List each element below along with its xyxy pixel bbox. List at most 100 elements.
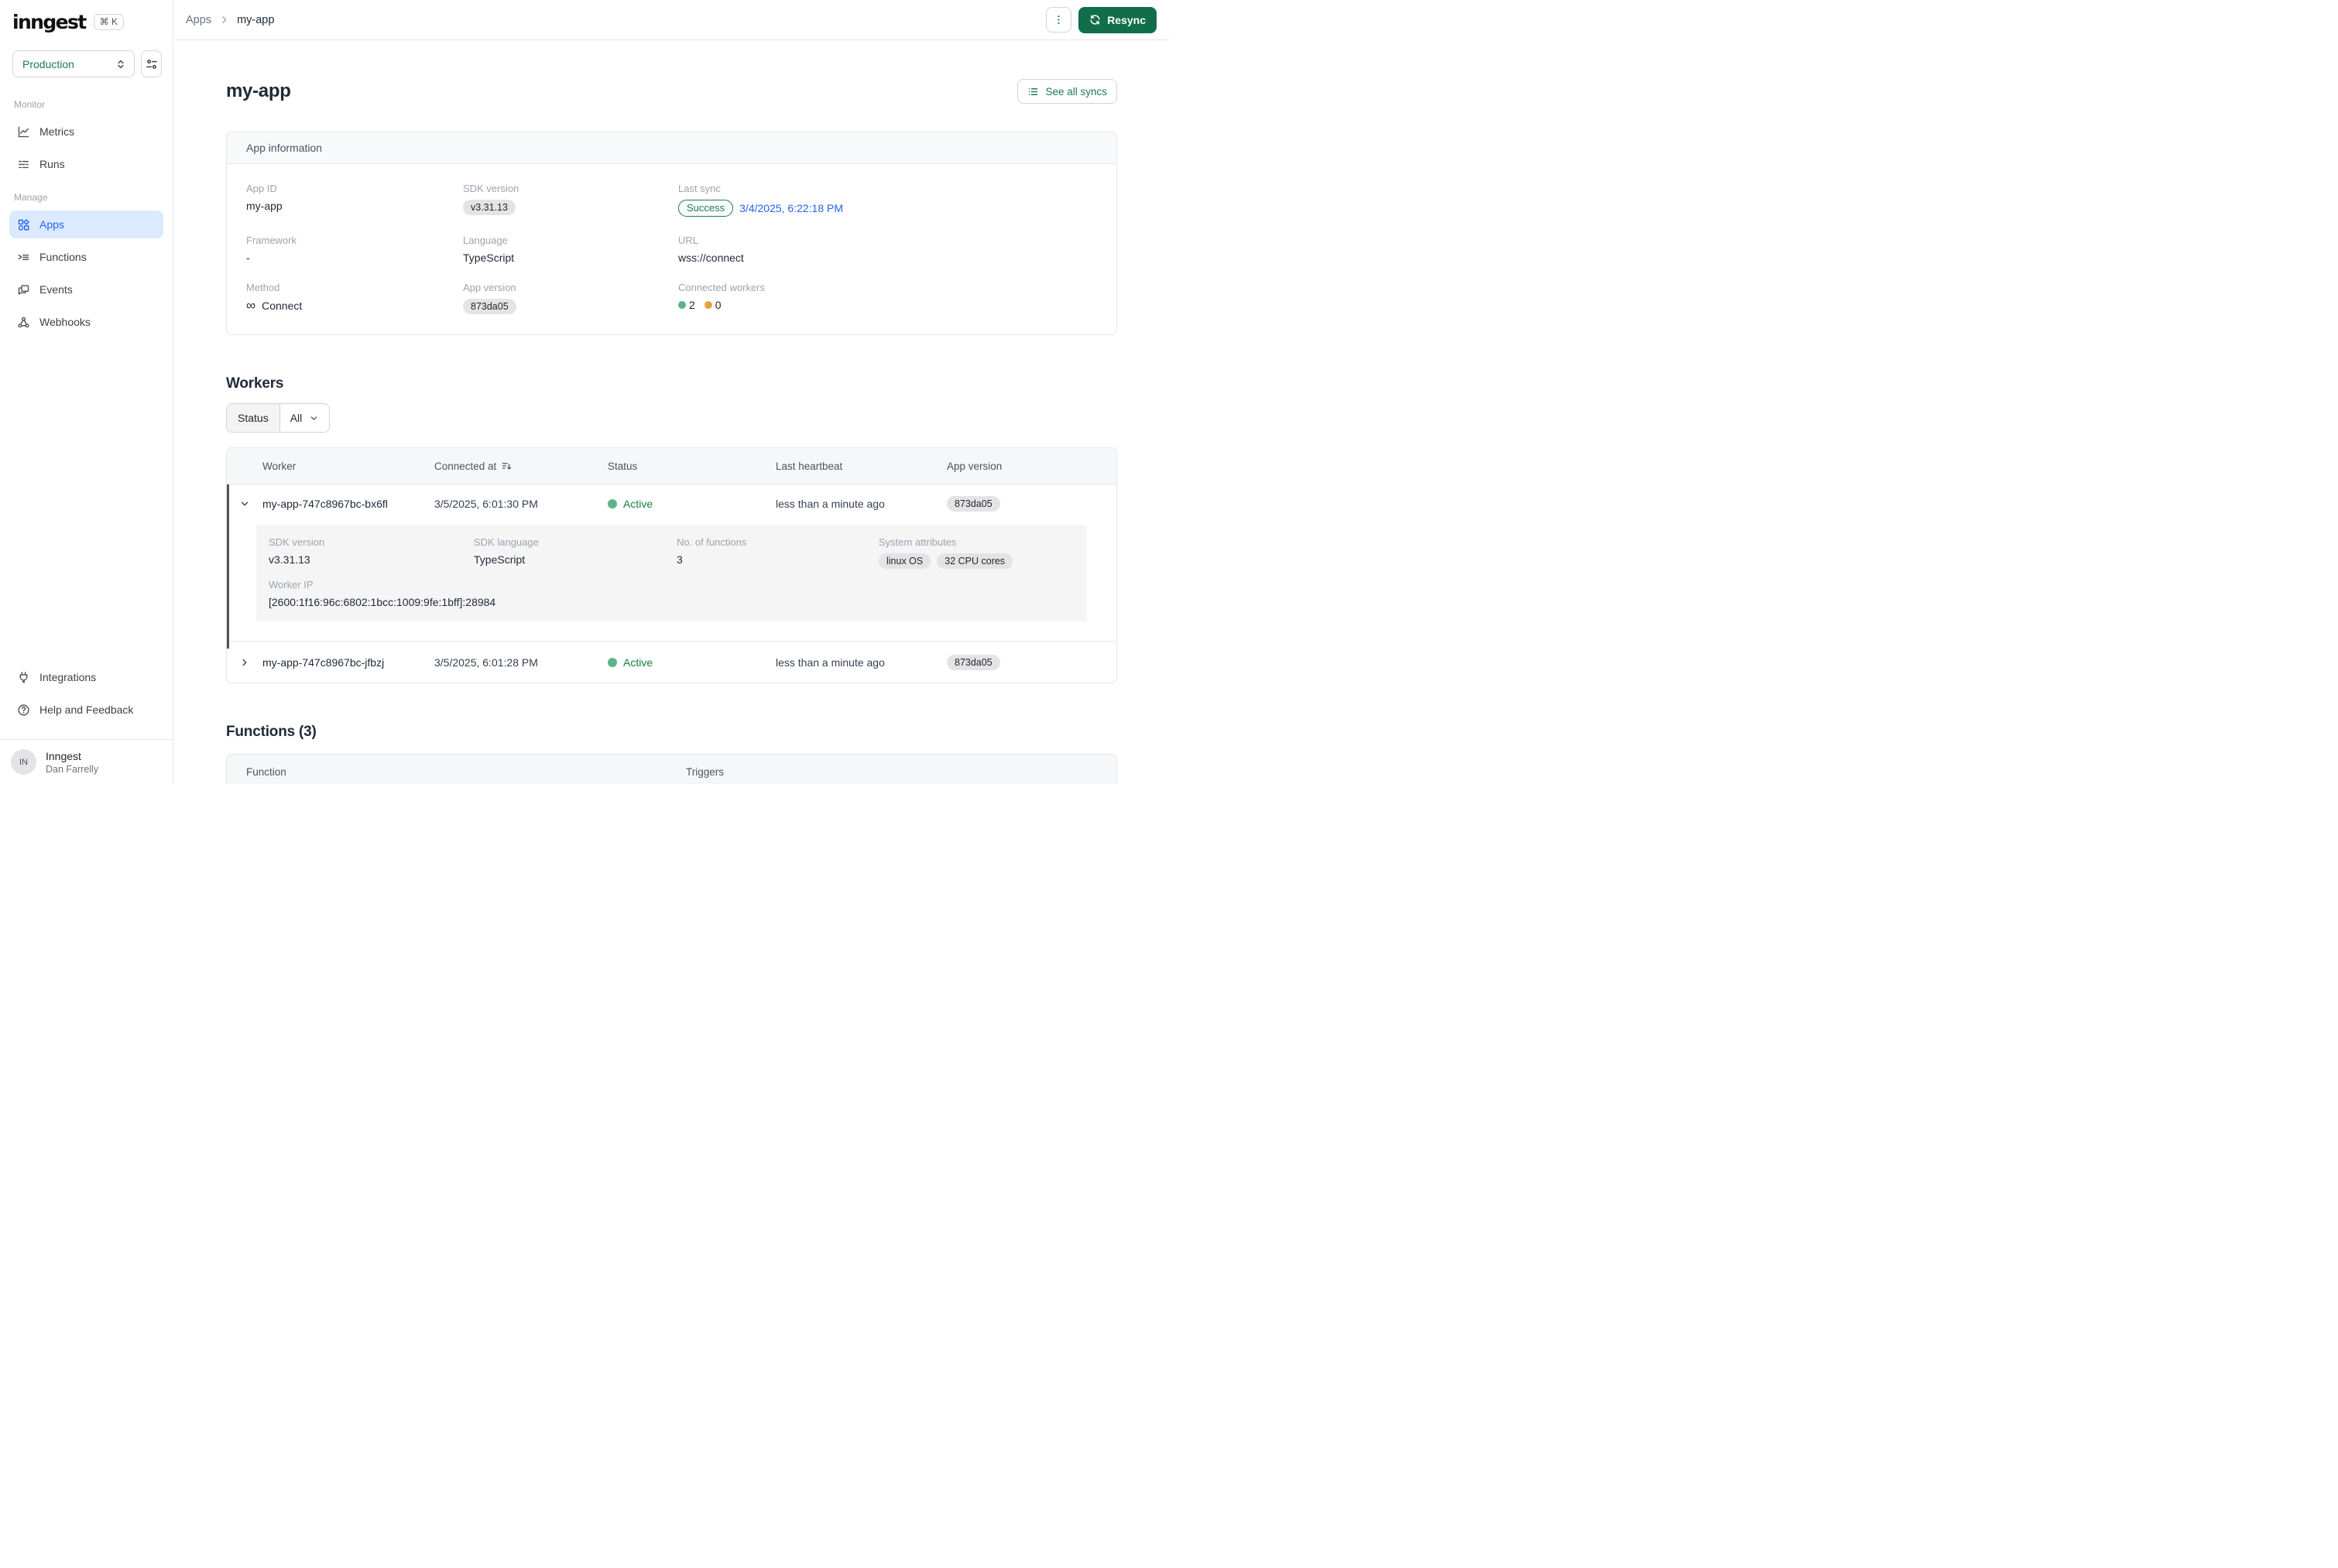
field-label: Language <box>463 235 508 246</box>
sidebar-item-label: Runs <box>39 158 65 170</box>
worker-app-version-badge: 873da05 <box>947 654 1000 670</box>
sliders-icon <box>146 59 157 69</box>
page-title: my-app <box>226 80 291 101</box>
green-dot <box>678 301 686 309</box>
app-information-card: App information App ID my-app SDK versio… <box>226 132 1117 335</box>
webhooks-icon <box>18 317 29 327</box>
orange-dot <box>704 301 712 309</box>
functions-section-title: Functions (3) <box>226 724 317 740</box>
last-sync-link[interactable]: 3/4/2025, 6:22:18 PM <box>739 202 844 214</box>
sidebar-item-label: Integrations <box>39 671 97 683</box>
field-value: TypeScript <box>463 252 515 264</box>
avatar: IN <box>11 749 36 775</box>
workers-green-count: 2 <box>689 299 695 311</box>
field-app-version: App version 873da05 <box>463 282 678 314</box>
chevron-right-icon <box>242 659 247 666</box>
field-label: SDK version <box>463 183 519 194</box>
field-last-sync: Last sync Success 3/4/2025, 6:22:18 PM <box>678 183 1097 217</box>
nav-section-manage: Manage <box>14 192 48 203</box>
col-last-heartbeat: Last heartbeat <box>776 460 843 472</box>
environment-settings-button[interactable] <box>141 50 162 77</box>
expand-row-button[interactable] <box>227 657 262 668</box>
breadcrumb-apps[interactable]: Apps <box>186 13 212 26</box>
detail-system-attributes: System attributes linux OS 32 CPU cores <box>879 536 1075 569</box>
field-label: System attributes <box>879 536 957 548</box>
workers-table-header: Worker Connected at Status Last heartbea… <box>227 448 1116 484</box>
sidebar-item-apps[interactable]: Apps <box>9 211 163 238</box>
field-label: SDK version <box>269 536 325 548</box>
sidebar-item-webhooks[interactable]: Webhooks <box>9 308 163 336</box>
field-connected-workers: Connected workers 2 0 <box>678 282 1097 314</box>
sidebar-item-help[interactable]: Help and Feedback <box>9 696 163 724</box>
resync-label: Resync <box>1107 13 1146 26</box>
field-label: Method <box>246 282 280 293</box>
field-label: Connected workers <box>678 282 765 293</box>
nav-section-monitor: Monitor <box>14 99 46 110</box>
field-label: No. of functions <box>677 536 747 548</box>
sidebar-item-functions[interactable]: Functions <box>9 243 163 271</box>
kebab-icon <box>1058 15 1060 24</box>
app-version-badge: 873da05 <box>463 299 516 314</box>
worker-heartbeat: less than a minute ago <box>776 498 885 510</box>
field-label: Framework <box>246 235 297 246</box>
worker-connected-at: 3/5/2025, 6:01:28 PM <box>434 656 538 669</box>
field-value: - <box>246 252 250 264</box>
app-detail-page: my-app See all syncs App information App… <box>173 40 1169 784</box>
field-label: App ID <box>246 183 277 194</box>
functions-icon <box>18 254 29 260</box>
field-label: URL <box>678 235 699 246</box>
active-status-dot <box>608 499 617 508</box>
col-triggers: Triggers <box>686 766 725 778</box>
status-filter[interactable]: Status All <box>226 403 331 433</box>
see-all-syncs-button[interactable]: See all syncs <box>1017 79 1117 104</box>
field-app-id: App ID my-app <box>246 183 463 217</box>
org-name: Inngest <box>46 749 81 762</box>
events-icon <box>18 284 29 295</box>
worker-row-collapsed[interactable]: my-app-747c8967bc-jfbzj 3/5/2025, 6:01:2… <box>227 641 1116 683</box>
sort-desc-icon <box>502 462 512 470</box>
resync-button[interactable]: Resync <box>1078 6 1157 33</box>
app-information-header: App information <box>227 132 1116 164</box>
account-menu[interactable]: IN Inngest Dan Farrelly <box>0 739 173 784</box>
chevron-down-icon <box>310 416 317 420</box>
sdk-version-badge: v3.31.13 <box>463 200 516 215</box>
sidebar-item-events[interactable]: Events <box>9 276 163 303</box>
inngest-logo: inngest <box>12 11 87 33</box>
field-value: [2600:1f16:96c:6802:1bcc:1009:9fe:1bff]:… <box>269 596 496 608</box>
sidebar-item-runs[interactable]: Runs <box>9 150 163 178</box>
field-sdk-version: SDK version v3.31.13 <box>463 183 678 217</box>
worker-heartbeat: less than a minute ago <box>776 656 885 669</box>
apps-icon <box>18 218 29 231</box>
breadcrumb-current: my-app <box>237 13 275 26</box>
worker-status: Active <box>623 656 653 669</box>
sidebar-item-label: Apps <box>39 218 64 231</box>
field-value: my-app <box>246 200 283 212</box>
collapse-row-button[interactable] <box>227 498 262 509</box>
environment-selector[interactable]: Production <box>12 50 135 77</box>
sidebar-item-label: Webhooks <box>39 316 91 328</box>
command-k-shortcut[interactable]: ⌘ K <box>93 14 124 30</box>
field-language: Language TypeScript <box>463 235 678 264</box>
field-label: Last sync <box>678 183 721 194</box>
detail-sdk-version: SDK version v3.31.13 <box>269 536 474 569</box>
col-connected-at[interactable]: Connected at <box>434 460 608 472</box>
col-status: Status <box>608 460 638 472</box>
help-circle-icon <box>18 704 29 716</box>
sidebar-nav: Monitor Metrics Runs Manage Apps Functio… <box>0 77 173 663</box>
sync-icon <box>1090 15 1100 25</box>
sidebar-item-integrations[interactable]: Integrations <box>9 663 163 691</box>
sidebar-item-label: Help and Feedback <box>39 704 134 716</box>
sidebar-item-metrics[interactable]: Metrics <box>9 118 163 146</box>
worker-row-expanded[interactable]: my-app-747c8967bc-bx6fl 3/5/2025, 6:01:3… <box>227 484 1116 523</box>
detail-sdk-language: SDK language TypeScript <box>474 536 677 569</box>
field-value: wss://connect <box>678 252 744 264</box>
attr-cpu-badge: 32 CPU cores <box>937 553 1013 569</box>
connect-infinity-icon: ∞ <box>246 298 256 313</box>
worker-detail-panel: SDK version v3.31.13 SDK language TypeSc… <box>256 525 1087 621</box>
detail-worker-ip: Worker IP [2600:1f16:96c:6802:1bcc:1009:… <box>269 579 1075 608</box>
sidebar-footer: Integrations Help and Feedback <box>0 663 173 728</box>
more-actions-button[interactable] <box>1046 7 1072 33</box>
workers-orange-count: 0 <box>715 299 722 311</box>
plug-icon <box>19 671 28 683</box>
breadcrumb: Apps my-app <box>186 14 274 26</box>
